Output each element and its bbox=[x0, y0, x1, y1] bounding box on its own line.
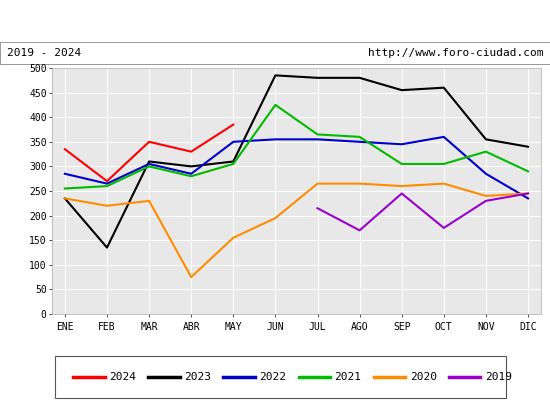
Text: 2024: 2024 bbox=[109, 372, 136, 382]
Text: Evolucion Nº Turistas Extranjeros en el municipio de Épila: Evolucion Nº Turistas Extranjeros en el … bbox=[43, 14, 507, 28]
Text: 2020: 2020 bbox=[410, 372, 437, 382]
Text: 2022: 2022 bbox=[260, 372, 287, 382]
Text: 2023: 2023 bbox=[184, 372, 211, 382]
Text: 2021: 2021 bbox=[334, 372, 361, 382]
Text: 2019 - 2024: 2019 - 2024 bbox=[7, 48, 81, 58]
FancyBboxPatch shape bbox=[55, 356, 506, 398]
Text: http://www.foro-ciudad.com: http://www.foro-ciudad.com bbox=[368, 48, 543, 58]
Text: 2019: 2019 bbox=[485, 372, 512, 382]
